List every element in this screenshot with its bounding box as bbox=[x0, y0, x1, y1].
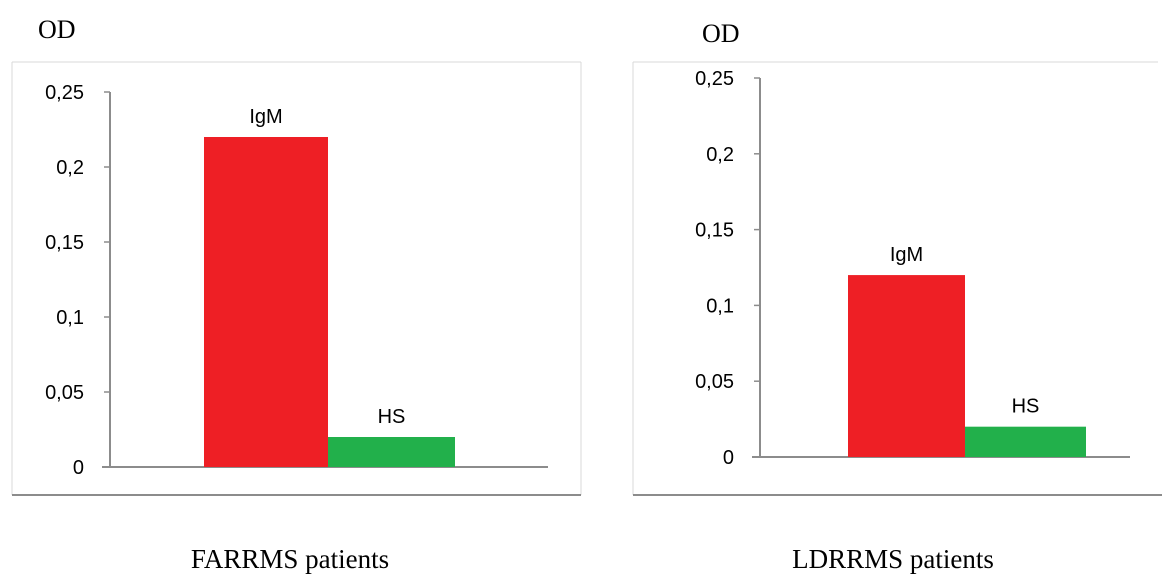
y-tick-label: 0 bbox=[73, 457, 84, 479]
bar-igm bbox=[848, 275, 965, 457]
bar-label: IgM bbox=[890, 244, 923, 266]
y-tick-label: 0,05 bbox=[695, 371, 734, 393]
chart-panel-ldrrms: OD 0 0,05 0,1 0,15 0,2 0,25 IgM HS LDRRMS pati… bbox=[632, 19, 1162, 574]
y-tick-label: 0,15 bbox=[45, 232, 84, 254]
bar-label: HS bbox=[378, 406, 406, 428]
y-tick-label: 0,25 bbox=[45, 82, 84, 104]
x-axis-title: FARRMS patients bbox=[191, 544, 389, 574]
bar-hs bbox=[328, 437, 455, 467]
y-tick-label: 0,2 bbox=[56, 157, 84, 179]
chart-panel-farrms: OD 0 0,05 0,1 0,15 0,2 0,25 IgM HS FARRMS pati… bbox=[11, 15, 582, 574]
bar-igm bbox=[204, 137, 328, 467]
bar-hs bbox=[965, 426, 1086, 457]
axes: 0 0,05 0,1 0,15 0,2 0,25 bbox=[695, 68, 1130, 469]
y-axis-title: OD bbox=[702, 19, 740, 48]
y-tick-label: 0,1 bbox=[56, 307, 84, 329]
y-tick-label: 0,25 bbox=[695, 68, 734, 90]
bar-label: HS bbox=[1012, 396, 1040, 418]
y-tick-label: 0,2 bbox=[706, 144, 734, 166]
y-tick-label: 0 bbox=[723, 447, 734, 469]
bars: IgM HS bbox=[848, 244, 1086, 457]
bars: IgM HS bbox=[204, 106, 455, 467]
y-axis-title: OD bbox=[38, 15, 76, 44]
x-axis-title: LDRRMS patients bbox=[792, 544, 994, 574]
bar-label: IgM bbox=[249, 106, 282, 128]
y-tick-label: 0,1 bbox=[706, 295, 734, 317]
y-tick-label: 0,05 bbox=[45, 382, 84, 404]
y-tick-label: 0,15 bbox=[695, 220, 734, 242]
